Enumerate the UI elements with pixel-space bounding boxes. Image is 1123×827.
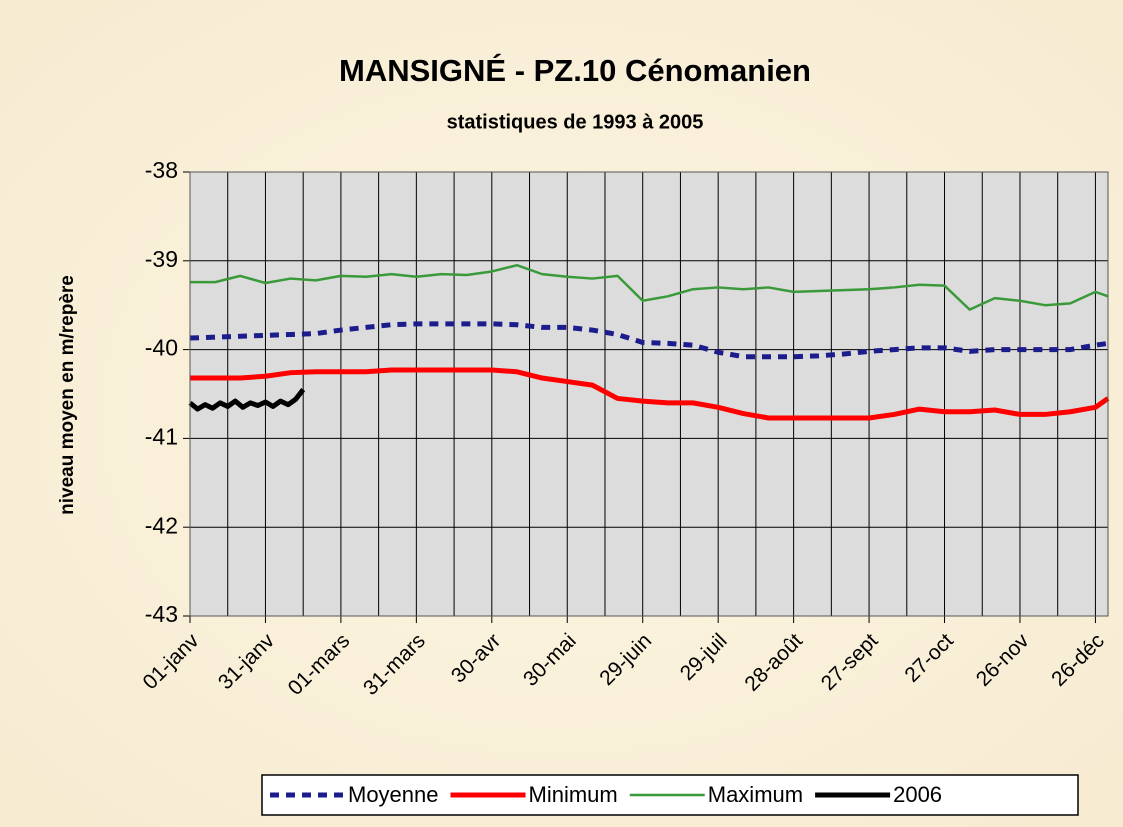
y-axis-label: niveau moyen en m/repère <box>57 275 78 515</box>
chart-subtitle: statistiques de 1993 à 2005 <box>447 111 704 133</box>
legend-label: 2006 <box>893 782 942 807</box>
series-line <box>190 263 1109 311</box>
chart-title: MANSIGNÉ - PZ.10 Cénomanien <box>339 53 811 88</box>
series-line <box>189 321 1109 360</box>
y-tick-label: -43 <box>145 601 178 627</box>
legend-label: Moyenne <box>348 782 439 807</box>
legend-label: Maximum <box>708 782 803 807</box>
y-tick-label: -41 <box>145 423 178 449</box>
series-line <box>188 388 306 412</box>
y-tick-label: -40 <box>145 335 178 361</box>
y-tick-label: -39 <box>145 246 178 272</box>
y-tick-label: -42 <box>145 512 178 538</box>
legend-label: Minimum <box>529 782 618 807</box>
plot-area <box>190 172 1108 616</box>
plot-frame <box>189 171 1109 617</box>
y-tick-label: -38 <box>145 157 178 183</box>
series-line <box>190 367 1110 421</box>
